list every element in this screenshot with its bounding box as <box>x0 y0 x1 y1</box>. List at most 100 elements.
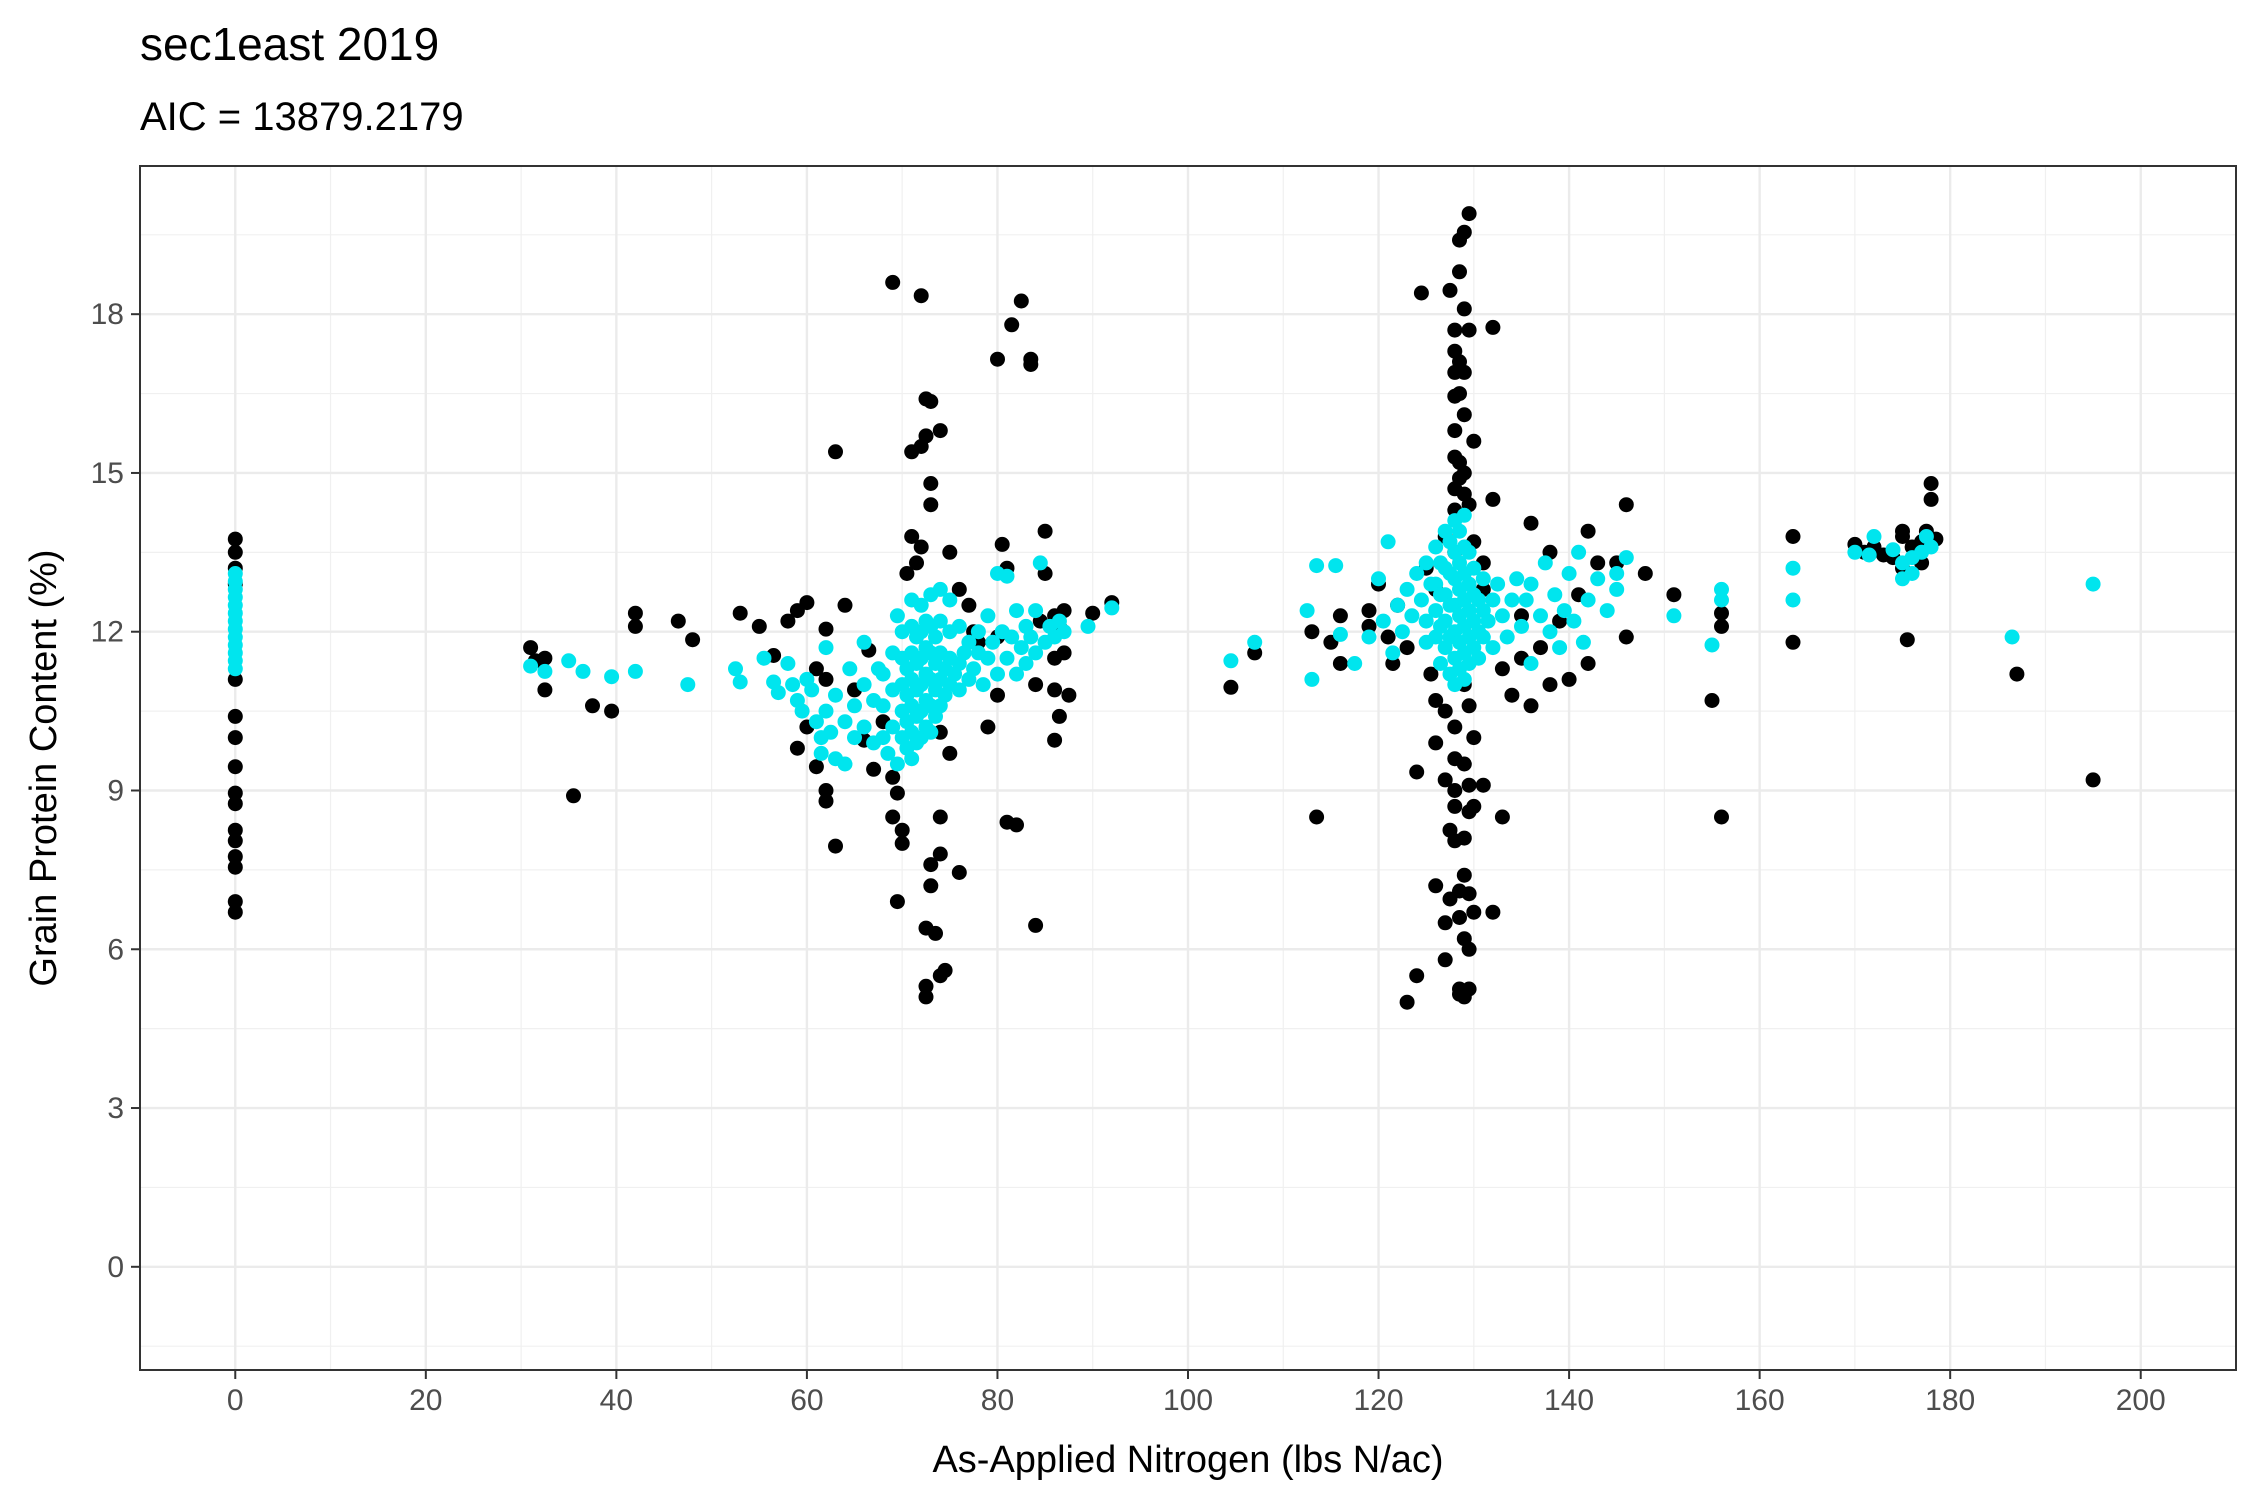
data-point <box>808 714 824 730</box>
data-point <box>880 745 896 761</box>
data-point <box>961 597 977 613</box>
data-point <box>2085 772 2101 788</box>
data-point <box>1714 809 1729 825</box>
x-tick-label: 80 <box>981 1384 1014 1417</box>
data-point <box>1552 640 1568 656</box>
data-point <box>1466 433 1482 449</box>
x-tick-label: 160 <box>1735 1384 1785 1417</box>
data-point <box>1404 608 1420 624</box>
data-point <box>1452 386 1467 402</box>
data-point <box>823 724 839 740</box>
data-point <box>1637 566 1653 581</box>
data-point <box>1461 322 1477 338</box>
data-point <box>885 274 901 290</box>
data-point <box>994 536 1010 552</box>
data-point <box>932 581 948 597</box>
x-tick-label: 180 <box>1925 1384 1975 1417</box>
data-point <box>627 618 643 634</box>
data-point <box>847 698 862 714</box>
data-point <box>1361 603 1377 619</box>
data-point <box>1047 682 1063 698</box>
data-point <box>1485 904 1501 920</box>
data-point <box>1456 671 1472 687</box>
data-point <box>1413 285 1429 301</box>
data-point <box>1494 661 1510 677</box>
data-point <box>1437 703 1453 719</box>
data-point <box>1485 319 1501 335</box>
data-point <box>1580 592 1596 608</box>
data-point <box>1904 566 1920 581</box>
data-point <box>1485 491 1501 507</box>
data-point <box>1418 613 1434 629</box>
data-point <box>999 568 1015 584</box>
data-point <box>1447 423 1463 439</box>
data-point <box>1223 653 1239 669</box>
data-point <box>1028 917 1044 933</box>
data-point <box>2004 629 2020 645</box>
x-tick-label: 200 <box>2116 1384 2166 1417</box>
data-point <box>227 730 243 746</box>
data-point <box>894 835 910 851</box>
data-points <box>227 206 2101 1010</box>
data-point <box>1580 656 1596 671</box>
data-point <box>1461 941 1477 957</box>
series-2 <box>227 507 2101 772</box>
data-point <box>923 724 939 740</box>
data-point <box>728 661 743 677</box>
data-point <box>1785 529 1801 544</box>
data-point <box>627 605 643 621</box>
data-point <box>1456 507 1472 523</box>
data-point <box>1380 629 1396 645</box>
data-point <box>928 925 943 941</box>
data-point <box>1523 515 1539 531</box>
data-point <box>889 894 905 910</box>
data-point <box>227 822 243 838</box>
data-point <box>1514 618 1529 634</box>
data-point <box>923 476 939 491</box>
data-point <box>990 351 1005 367</box>
data-point <box>942 544 958 560</box>
data-point <box>1461 886 1477 902</box>
data-point <box>932 846 948 862</box>
data-point <box>1714 618 1729 634</box>
data-point <box>1475 571 1491 587</box>
data-point <box>1714 592 1729 608</box>
data-point <box>604 669 620 685</box>
data-point <box>928 629 943 645</box>
data-point <box>1923 539 1939 555</box>
data-point <box>732 605 748 621</box>
data-point <box>1456 867 1472 883</box>
data-point <box>828 444 843 460</box>
data-point <box>1085 605 1101 621</box>
data-point <box>1428 693 1444 708</box>
data-point <box>923 878 939 894</box>
data-point <box>1571 544 1587 560</box>
data-point <box>1004 317 1020 333</box>
data-point <box>1561 671 1577 687</box>
data-point <box>813 745 829 761</box>
data-point <box>1380 534 1396 550</box>
x-tick-label: 60 <box>790 1384 823 1417</box>
data-point <box>1480 613 1496 629</box>
data-point <box>1080 618 1096 634</box>
data-point <box>913 288 929 304</box>
data-point <box>1447 719 1463 735</box>
data-point <box>966 661 982 677</box>
data-point <box>1328 558 1344 574</box>
data-point <box>799 595 815 611</box>
data-point <box>1456 465 1472 481</box>
data-point <box>1433 656 1448 671</box>
data-point <box>1461 544 1477 560</box>
data-point <box>1666 608 1682 624</box>
data-point <box>1032 555 1048 571</box>
data-point <box>1028 603 1044 619</box>
data-point <box>575 663 591 679</box>
data-point <box>1428 735 1444 751</box>
data-point <box>1409 764 1425 780</box>
data-point <box>1494 608 1510 624</box>
data-point <box>828 687 843 703</box>
data-point <box>523 658 539 674</box>
data-point <box>1385 645 1401 661</box>
data-point <box>1437 915 1453 931</box>
